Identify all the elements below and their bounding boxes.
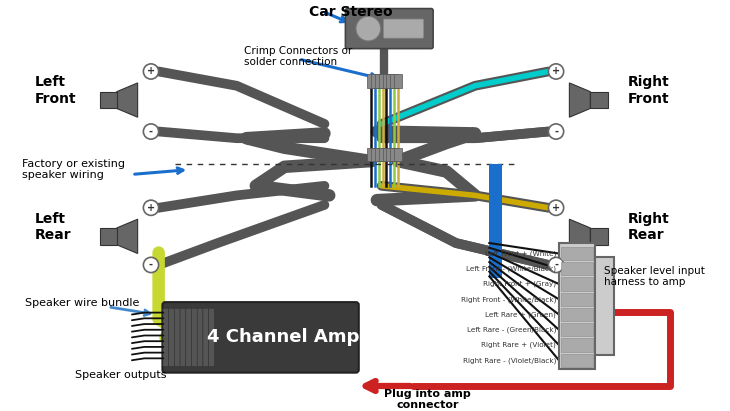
Polygon shape: [569, 219, 591, 254]
Text: -: -: [554, 127, 558, 136]
Text: Right
Rear: Right Rear: [628, 212, 669, 242]
Polygon shape: [117, 83, 138, 117]
FancyBboxPatch shape: [375, 148, 383, 161]
FancyBboxPatch shape: [561, 323, 593, 337]
FancyBboxPatch shape: [197, 308, 203, 367]
Text: -: -: [149, 260, 153, 270]
Text: 4 Channel Amp: 4 Channel Amp: [207, 328, 360, 346]
Polygon shape: [591, 92, 607, 109]
FancyBboxPatch shape: [371, 148, 379, 161]
Text: Car Stereo: Car Stereo: [310, 5, 393, 19]
FancyBboxPatch shape: [595, 257, 614, 355]
FancyBboxPatch shape: [391, 74, 398, 88]
FancyBboxPatch shape: [163, 302, 358, 373]
FancyBboxPatch shape: [559, 243, 595, 369]
FancyBboxPatch shape: [191, 308, 197, 367]
Text: +: +: [552, 67, 560, 76]
FancyBboxPatch shape: [383, 148, 391, 161]
FancyBboxPatch shape: [383, 74, 391, 88]
Circle shape: [143, 64, 158, 79]
Text: Speaker level input
harness to amp: Speaker level input harness to amp: [604, 266, 704, 287]
FancyBboxPatch shape: [386, 74, 394, 88]
FancyBboxPatch shape: [561, 353, 593, 367]
FancyBboxPatch shape: [386, 148, 394, 161]
FancyBboxPatch shape: [174, 308, 180, 367]
Circle shape: [143, 257, 158, 272]
FancyBboxPatch shape: [379, 148, 386, 161]
FancyBboxPatch shape: [375, 74, 383, 88]
Text: Left Front - (White/Black): Left Front - (White/Black): [466, 266, 556, 272]
FancyBboxPatch shape: [185, 308, 191, 367]
FancyBboxPatch shape: [209, 308, 215, 367]
Circle shape: [143, 200, 158, 215]
Text: Speaker wire bundle: Speaker wire bundle: [26, 298, 139, 308]
Text: -: -: [554, 260, 558, 270]
FancyBboxPatch shape: [561, 262, 593, 275]
FancyBboxPatch shape: [367, 74, 375, 88]
Text: +: +: [552, 203, 560, 213]
Text: Right Front + (Gray): Right Front + (Gray): [483, 281, 556, 287]
FancyBboxPatch shape: [391, 148, 398, 161]
Text: Plug into amp
connector: Plug into amp connector: [384, 389, 471, 411]
FancyBboxPatch shape: [379, 74, 386, 88]
FancyBboxPatch shape: [561, 277, 593, 291]
Text: Left
Front: Left Front: [35, 76, 77, 106]
Circle shape: [356, 16, 380, 41]
FancyBboxPatch shape: [203, 308, 209, 367]
FancyBboxPatch shape: [345, 9, 433, 48]
Text: Right Rare - (Violet/Black): Right Rare - (Violet/Black): [463, 357, 556, 363]
Polygon shape: [99, 92, 117, 109]
FancyBboxPatch shape: [561, 293, 593, 306]
Text: Left Rare - (Green/Black): Left Rare - (Green/Black): [466, 326, 556, 333]
FancyBboxPatch shape: [367, 148, 375, 161]
FancyBboxPatch shape: [163, 308, 169, 367]
Text: Left Rare + (Green): Left Rare + (Green): [485, 311, 556, 318]
Text: Right
Front: Right Front: [628, 76, 669, 106]
Text: Left
Rear: Left Rear: [35, 212, 72, 242]
Text: +: +: [147, 67, 155, 76]
Circle shape: [548, 200, 564, 215]
Text: Left Front + (White): Left Front + (White): [485, 250, 556, 257]
FancyBboxPatch shape: [561, 247, 593, 260]
Polygon shape: [99, 228, 117, 245]
FancyBboxPatch shape: [394, 74, 402, 88]
FancyBboxPatch shape: [169, 308, 174, 367]
Circle shape: [548, 124, 564, 139]
Circle shape: [548, 257, 564, 272]
Text: Right Front - (White/Black): Right Front - (White/Black): [461, 296, 556, 302]
FancyBboxPatch shape: [371, 74, 379, 88]
FancyBboxPatch shape: [489, 164, 502, 278]
FancyBboxPatch shape: [561, 338, 593, 352]
Text: -: -: [149, 127, 153, 136]
Polygon shape: [591, 228, 607, 245]
Text: Crimp Connectors or
solder connection: Crimp Connectors or solder connection: [245, 46, 353, 67]
FancyBboxPatch shape: [394, 148, 402, 161]
Text: +: +: [147, 203, 155, 213]
FancyBboxPatch shape: [180, 308, 185, 367]
Polygon shape: [117, 219, 138, 254]
Text: Factory or existing
speaker wiring: Factory or existing speaker wiring: [23, 159, 126, 180]
Text: Right Rare + (Violet): Right Rare + (Violet): [481, 342, 556, 348]
Text: Speaker outputs: Speaker outputs: [74, 369, 166, 379]
Circle shape: [143, 124, 158, 139]
FancyBboxPatch shape: [561, 308, 593, 321]
FancyBboxPatch shape: [383, 19, 423, 38]
Polygon shape: [569, 83, 591, 117]
Circle shape: [548, 64, 564, 79]
